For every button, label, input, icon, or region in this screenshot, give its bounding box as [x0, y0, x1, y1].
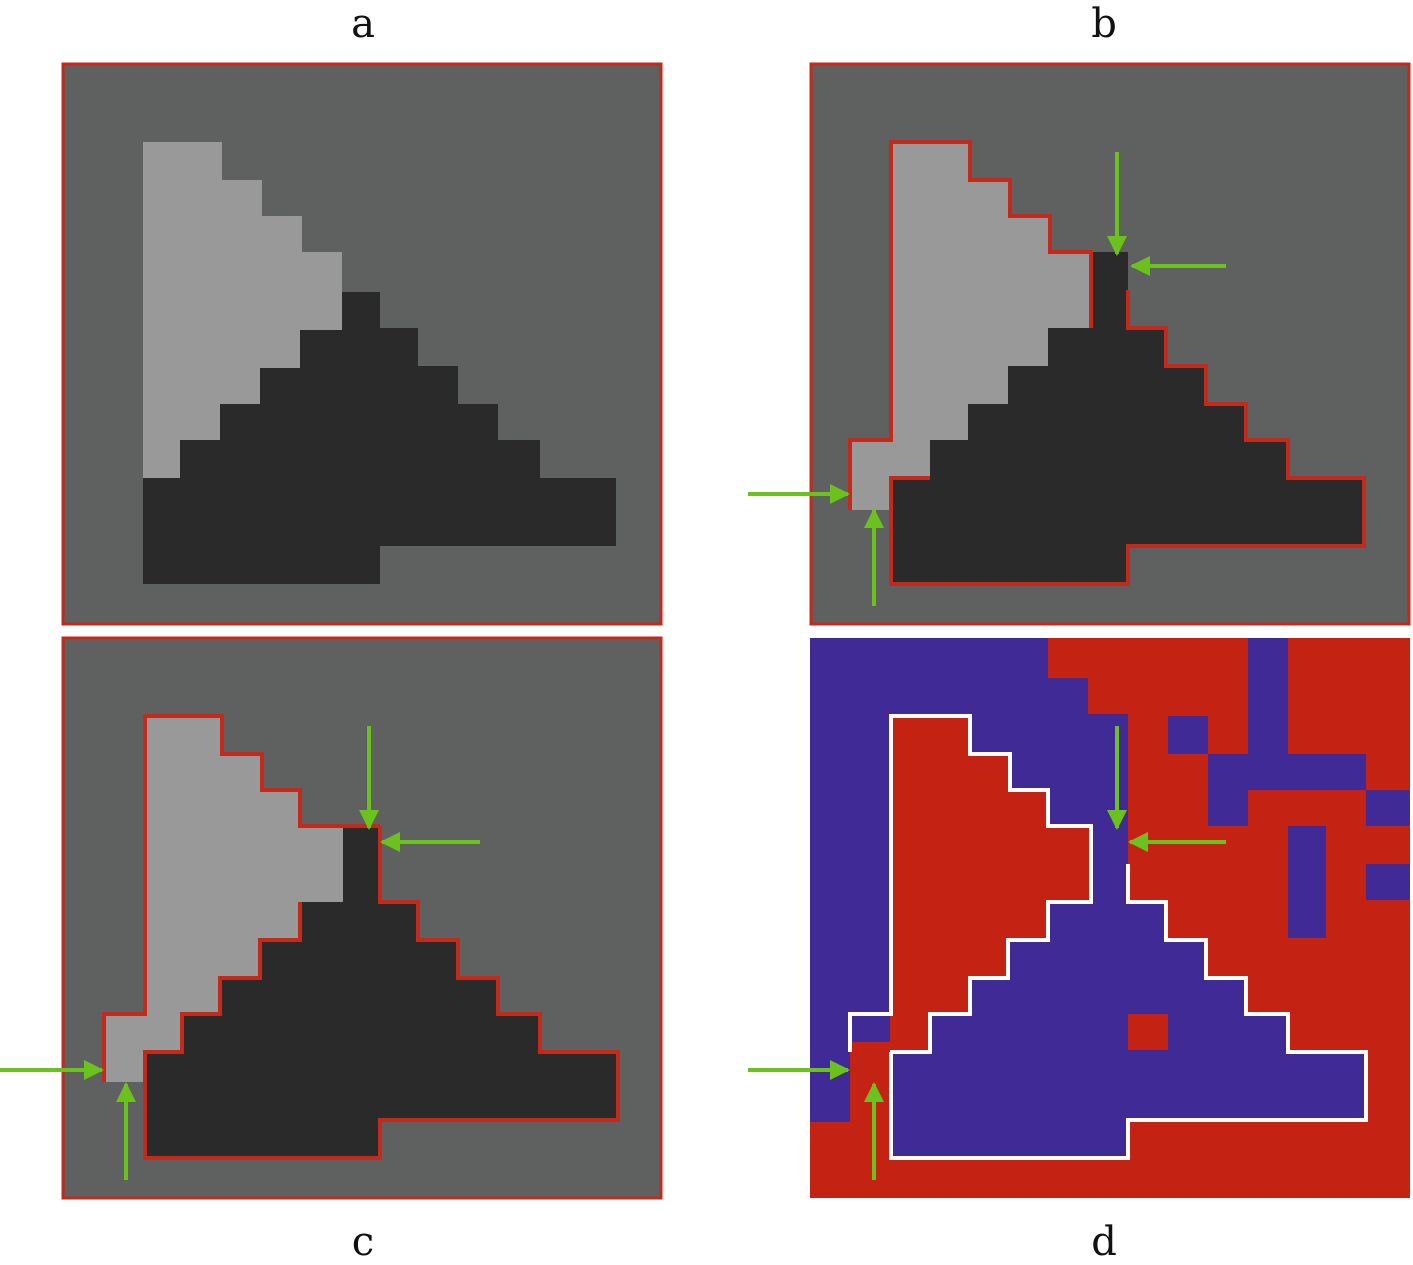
- red-segment: [890, 716, 1091, 1052]
- blue-segment: [1248, 638, 1288, 754]
- red-segment: [1128, 1014, 1168, 1050]
- panel-a-frame: [61, 62, 663, 626]
- blue-segment: [890, 826, 1366, 1158]
- segmentation-boundary: [889, 864, 1368, 1160]
- light-region: [143, 142, 342, 478]
- panel-d: [810, 638, 1410, 1198]
- panel-c: [61, 636, 663, 1200]
- panel-label-b: b: [1091, 1, 1117, 47]
- panel-label-c: c: [351, 1219, 375, 1265]
- dark-region: [891, 252, 1364, 584]
- blue-segment: [1366, 864, 1410, 900]
- light-region: [104, 716, 343, 1082]
- dark-region: [143, 292, 616, 584]
- segmentation-boundary: [848, 714, 1093, 1054]
- segmentation-boundary: [848, 140, 1093, 510]
- light-region: [850, 142, 1090, 510]
- segmentation-boundary: [102, 714, 380, 1082]
- panel-a: [61, 62, 663, 626]
- panel-label-d: d: [1091, 1219, 1117, 1265]
- panel-b-frame: [809, 62, 1411, 626]
- panel-c-frame: [61, 636, 663, 1200]
- arrows: [0, 152, 1226, 1180]
- blue-segment: [1168, 716, 1208, 754]
- blue-segment: [1208, 754, 1366, 826]
- segmentation-boundary: [889, 290, 1366, 586]
- segmentation-boundary: [143, 826, 620, 1160]
- blue-segment: [1366, 790, 1410, 826]
- panel-b: [809, 62, 1411, 626]
- dark-region: [145, 826, 618, 1158]
- panel-label-a: a: [351, 1, 375, 47]
- blue-segment: [1288, 826, 1326, 938]
